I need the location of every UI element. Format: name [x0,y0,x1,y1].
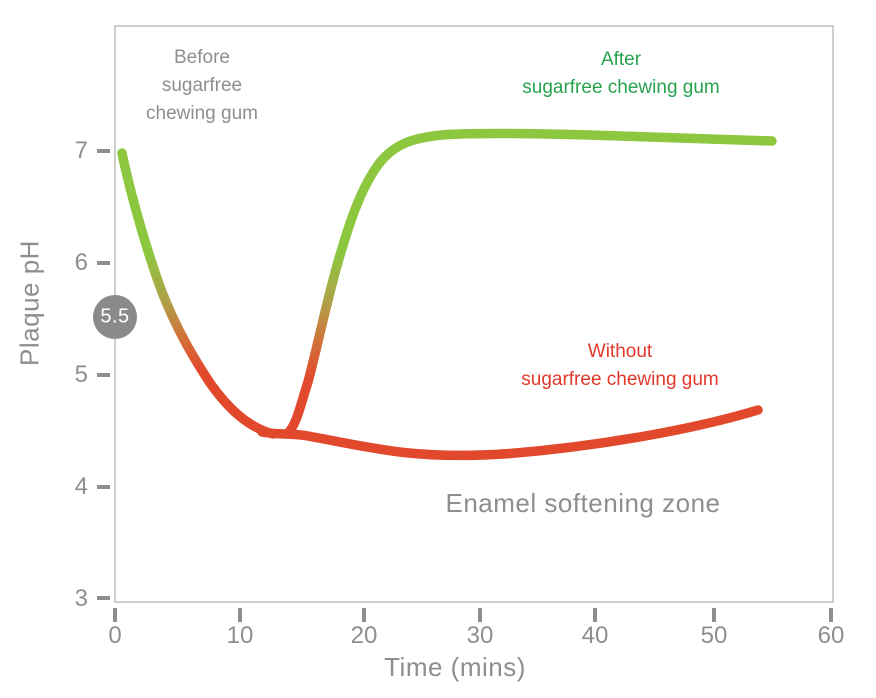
x-tick-label-30: 30 [466,622,494,649]
enamel-softening-zone-label: Enamel softening zone [445,488,721,518]
after-gum-curve-rise [283,129,453,438]
x-tick-label-10: 10 [226,622,254,649]
x-tick-label-20: 20 [350,622,378,649]
y-axis-title: Plaque pH [14,240,45,366]
y-tick-label-7: 7 [74,137,88,164]
x-axis-title: Time (mins) [384,652,526,682]
without-gum-curve [257,405,763,461]
y-tick-label-4: 4 [74,473,88,500]
after-gum-curve-plateau [443,128,777,146]
x-tick-label-40: 40 [581,622,609,649]
before-gum-label: Before sugarfree chewing gum [146,47,258,124]
axis-ticks [97,149,833,622]
x-tick-label-50: 50 [700,622,728,649]
critical-ph-value: 5.5 [100,305,130,328]
without-gum-label: Without sugarfree chewing gum [521,341,719,390]
y-tick-label-5: 5 [74,361,88,388]
y-tick-label-3: 3 [74,585,88,612]
x-tick-label-0: 0 [108,622,122,649]
y-tick-label-6: 6 [74,249,88,276]
shared-descent-curve [117,148,278,439]
critical-ph-marker [93,295,137,339]
x-tick-label-60: 60 [817,622,845,649]
after-gum-label: After sugarfree chewing gum [522,49,720,98]
